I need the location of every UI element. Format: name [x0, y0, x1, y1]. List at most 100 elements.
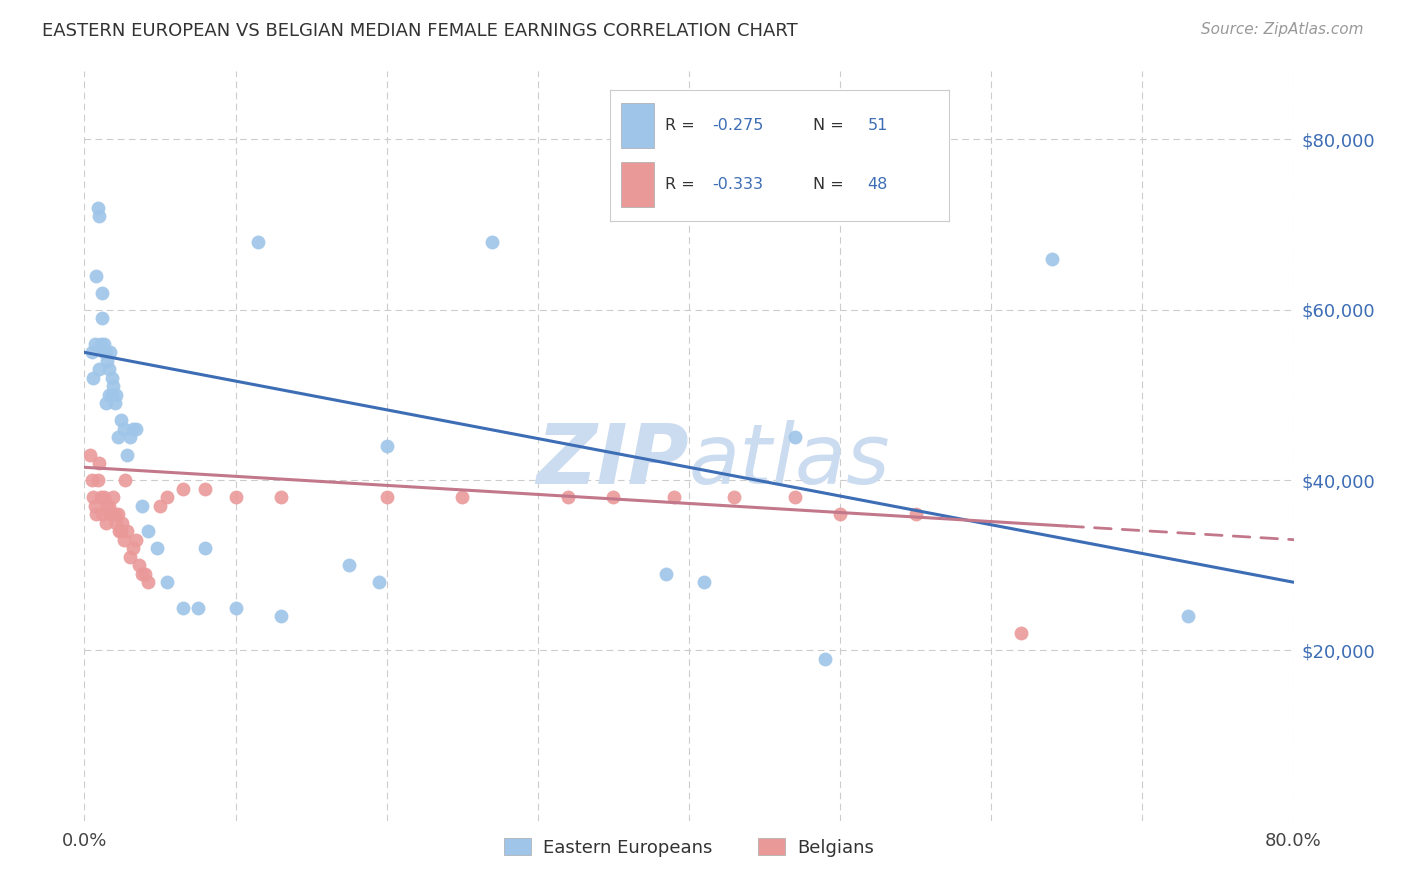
Text: Source: ZipAtlas.com: Source: ZipAtlas.com [1201, 22, 1364, 37]
Point [146, 541, 169, 556]
Point [557, 490, 579, 504]
Point [96, 354, 118, 368]
Point [91, 507, 114, 521]
Point [97, 499, 120, 513]
Point [107, 507, 129, 521]
Point [96, 499, 118, 513]
Point [98, 345, 121, 359]
Point [82, 490, 104, 504]
Point [368, 575, 391, 590]
Point [105, 388, 128, 402]
Point [84, 336, 107, 351]
Point [91, 285, 114, 300]
Point [172, 600, 194, 615]
Point [86, 268, 108, 283]
Point [134, 566, 156, 581]
Point [107, 430, 129, 444]
Point [112, 533, 135, 547]
Point [194, 482, 217, 496]
Point [337, 558, 360, 573]
Point [110, 413, 132, 427]
Point [94, 345, 117, 359]
Point [194, 541, 217, 556]
Point [270, 490, 292, 504]
Point [100, 388, 122, 402]
Point [247, 235, 270, 249]
Legend: Eastern Europeans, Belgians: Eastern Europeans, Belgians [496, 830, 882, 864]
Point [655, 566, 678, 581]
Point [125, 533, 148, 547]
Point [94, 516, 117, 530]
Point [131, 499, 153, 513]
Point [87, 201, 110, 215]
Point [93, 336, 115, 351]
Point [79, 448, 101, 462]
Point [97, 388, 120, 402]
Point [118, 549, 141, 564]
Point [121, 541, 143, 556]
Point [225, 490, 247, 504]
Point [80, 473, 103, 487]
Point [101, 379, 124, 393]
Point [101, 490, 124, 504]
Point [270, 609, 292, 624]
Point [149, 499, 172, 513]
Point [100, 371, 122, 385]
Point [662, 490, 685, 504]
Point [93, 345, 115, 359]
Point [693, 575, 716, 590]
Point [104, 507, 127, 521]
Text: EASTERN EUROPEAN VS BELGIAN MEDIAN FEMALE EARNINGS CORRELATION CHART: EASTERN EUROPEAN VS BELGIAN MEDIAN FEMAL… [42, 22, 799, 40]
Point [128, 558, 150, 573]
Point [830, 507, 852, 521]
Point [98, 507, 121, 521]
Point [172, 482, 194, 496]
Point [481, 235, 503, 249]
Point [97, 362, 120, 376]
Point [89, 456, 111, 470]
Point [114, 473, 136, 487]
Point [108, 524, 131, 538]
Point [136, 524, 159, 538]
Point [375, 439, 398, 453]
Text: ZIP: ZIP [536, 420, 689, 501]
Point [100, 507, 122, 521]
Point [89, 362, 111, 376]
Point [904, 507, 927, 521]
Point [225, 600, 247, 615]
Point [90, 490, 112, 504]
Point [783, 490, 806, 504]
Point [82, 371, 104, 385]
Point [87, 473, 110, 487]
Point [111, 516, 134, 530]
Point [156, 490, 179, 504]
Point [451, 490, 474, 504]
Point [156, 575, 179, 590]
Point [1011, 626, 1033, 640]
Point [375, 490, 398, 504]
Point [112, 422, 135, 436]
Point [723, 490, 745, 504]
Point [93, 490, 115, 504]
Point [814, 652, 837, 666]
Point [187, 600, 209, 615]
Point [90, 336, 112, 351]
Point [602, 490, 624, 504]
Point [89, 209, 111, 223]
Point [118, 430, 141, 444]
Point [121, 422, 143, 436]
Point [104, 396, 127, 410]
Point [110, 524, 132, 538]
Point [1040, 252, 1063, 266]
Point [115, 448, 138, 462]
Point [125, 422, 148, 436]
Point [80, 345, 103, 359]
Point [115, 524, 138, 538]
Point [136, 575, 159, 590]
Point [94, 396, 117, 410]
Point [86, 507, 108, 521]
Point [84, 499, 107, 513]
Point [1177, 609, 1199, 624]
Point [131, 566, 153, 581]
Text: atlas: atlas [689, 420, 890, 501]
